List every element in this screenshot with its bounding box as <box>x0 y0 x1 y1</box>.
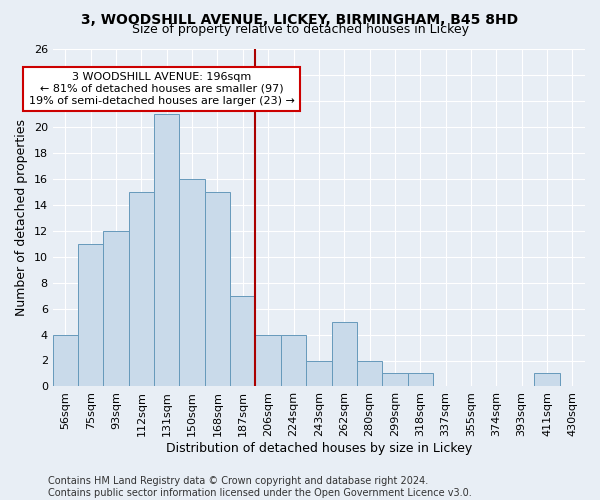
Bar <box>179 179 205 386</box>
Bar <box>332 322 357 386</box>
Bar <box>230 296 256 386</box>
Bar <box>535 374 560 386</box>
Bar <box>357 360 382 386</box>
Bar <box>78 244 103 386</box>
Bar <box>129 192 154 386</box>
Bar <box>205 192 230 386</box>
Text: Contains HM Land Registry data © Crown copyright and database right 2024.
Contai: Contains HM Land Registry data © Crown c… <box>48 476 472 498</box>
Bar <box>306 360 332 386</box>
Bar <box>154 114 179 386</box>
Y-axis label: Number of detached properties: Number of detached properties <box>15 119 28 316</box>
Bar <box>53 334 78 386</box>
Bar <box>407 374 433 386</box>
Bar <box>281 334 306 386</box>
X-axis label: Distribution of detached houses by size in Lickey: Distribution of detached houses by size … <box>166 442 472 455</box>
Text: Size of property relative to detached houses in Lickey: Size of property relative to detached ho… <box>131 22 469 36</box>
Bar <box>382 374 407 386</box>
Text: 3 WOODSHILL AVENUE: 196sqm  
← 81% of detached houses are smaller (97)
19% of se: 3 WOODSHILL AVENUE: 196sqm ← 81% of deta… <box>29 72 295 106</box>
Bar <box>256 334 281 386</box>
Bar <box>103 230 129 386</box>
Text: 3, WOODSHILL AVENUE, LICKEY, BIRMINGHAM, B45 8HD: 3, WOODSHILL AVENUE, LICKEY, BIRMINGHAM,… <box>82 12 518 26</box>
